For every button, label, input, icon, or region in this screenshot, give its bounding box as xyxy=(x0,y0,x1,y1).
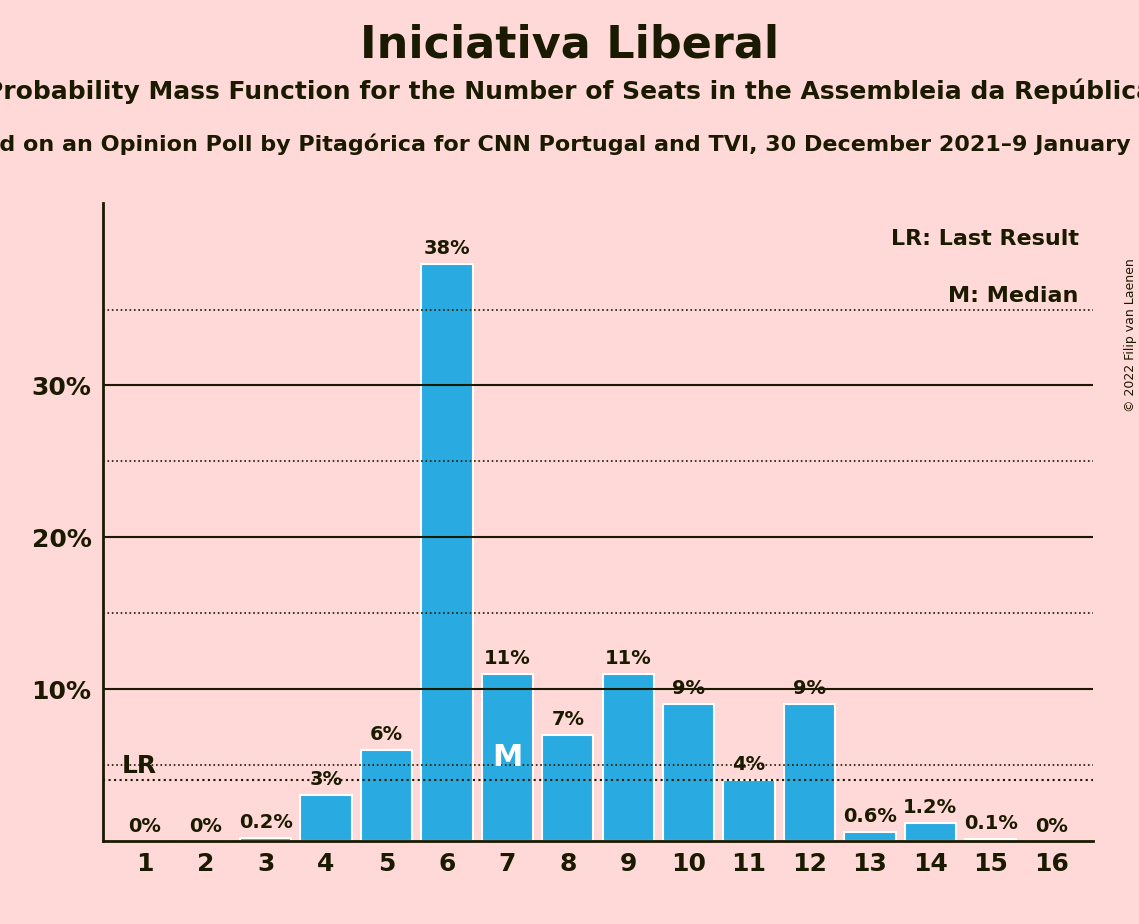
Text: LR: LR xyxy=(122,754,157,778)
Text: 38%: 38% xyxy=(424,239,470,258)
Bar xyxy=(482,674,533,841)
Text: M: M xyxy=(492,743,523,772)
Bar xyxy=(240,838,292,841)
Text: Based on an Opinion Poll by Pitagórica for CNN Portugal and TVI, 30 December 202: Based on an Opinion Poll by Pitagórica f… xyxy=(0,134,1139,155)
Text: 6%: 6% xyxy=(370,724,403,744)
Text: 0%: 0% xyxy=(129,818,162,836)
Text: Probability Mass Function for the Number of Seats in the Assembleia da República: Probability Mass Function for the Number… xyxy=(0,79,1139,104)
Text: 9%: 9% xyxy=(793,679,826,699)
Text: 4%: 4% xyxy=(732,755,765,774)
Text: © 2022 Filip van Laenen: © 2022 Filip van Laenen xyxy=(1124,259,1137,412)
Text: 9%: 9% xyxy=(672,679,705,699)
Text: 1.2%: 1.2% xyxy=(903,797,958,817)
Bar xyxy=(421,264,473,841)
Bar xyxy=(663,704,714,841)
Text: 0%: 0% xyxy=(189,818,222,836)
Bar xyxy=(603,674,654,841)
Bar xyxy=(965,839,1016,841)
Text: 11%: 11% xyxy=(484,649,531,668)
Bar xyxy=(784,704,835,841)
Bar xyxy=(361,749,412,841)
Bar xyxy=(542,735,593,841)
Text: M: Median: M: Median xyxy=(948,286,1079,306)
Text: 3%: 3% xyxy=(310,771,343,789)
Text: 0.6%: 0.6% xyxy=(843,807,896,826)
Text: 7%: 7% xyxy=(551,710,584,728)
Bar xyxy=(301,796,352,841)
Text: LR: Last Result: LR: Last Result xyxy=(891,229,1079,249)
Text: 11%: 11% xyxy=(605,649,652,668)
Text: Iniciativa Liberal: Iniciativa Liberal xyxy=(360,23,779,67)
Bar xyxy=(904,822,956,841)
Bar xyxy=(723,780,775,841)
Text: 0.1%: 0.1% xyxy=(964,814,1017,833)
Bar xyxy=(844,832,895,841)
Text: 0.2%: 0.2% xyxy=(239,813,293,832)
Text: 0%: 0% xyxy=(1034,818,1067,836)
